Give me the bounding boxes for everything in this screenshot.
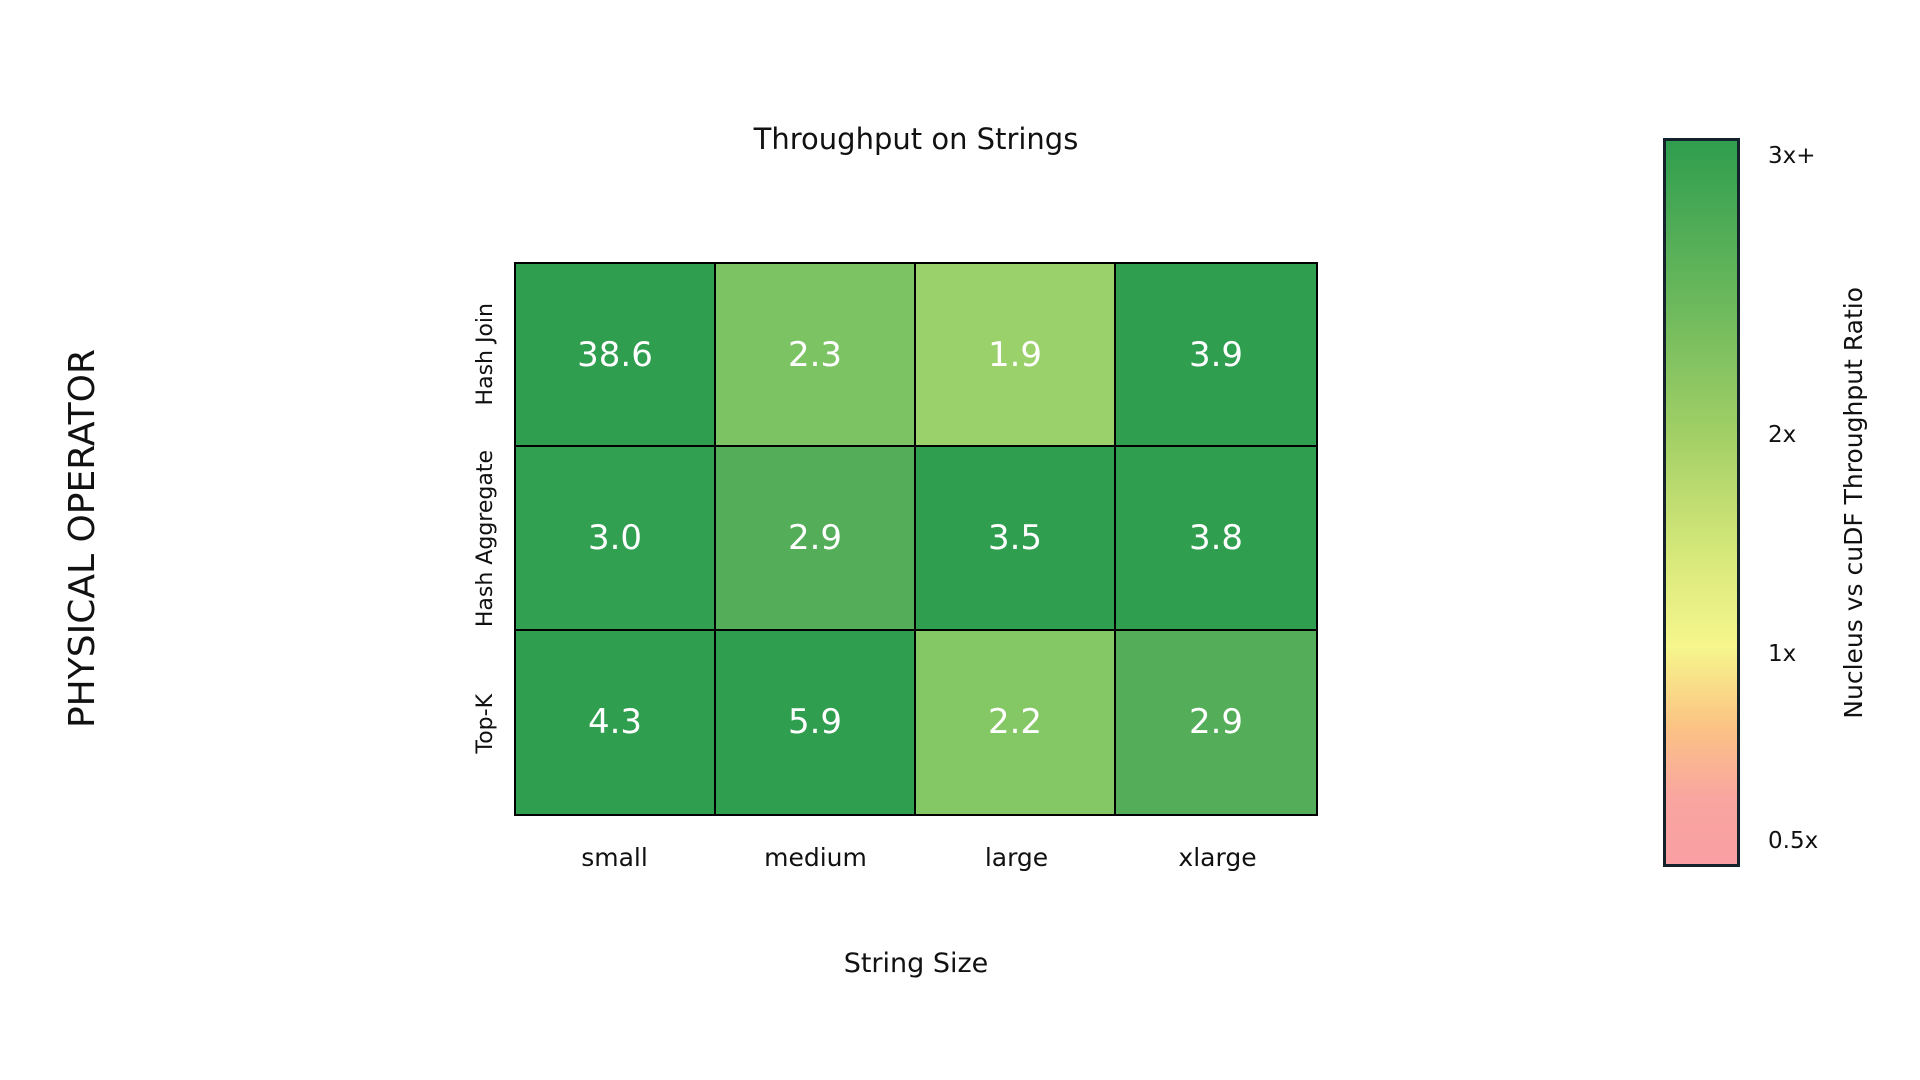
colorbar-title-text: Nucleus vs cuDF Throughput Ratio <box>1838 286 1868 719</box>
y-tick-label: Top-K <box>462 631 508 816</box>
x-tick-label: xlarge <box>1178 843 1257 872</box>
colorbar-tick-label: 3x+ <box>1768 143 1816 170</box>
heatmap-cell: 1.9 <box>916 264 1116 448</box>
heatmap-grid: 38.6 2.3 1.9 3.9 3.0 2.9 3.5 3.8 4.3 5.9 2.2 2.9 <box>514 262 1318 816</box>
colorbar-tick-label: 1x <box>1768 641 1797 668</box>
x-tick-label: large <box>984 843 1049 872</box>
heatmap-cell: 3.9 <box>1116 264 1316 448</box>
x-axis-title: String Size <box>843 948 989 979</box>
heatmap-cell: 2.2 <box>916 630 1116 814</box>
y-tick-label-text: Top-K <box>472 693 498 754</box>
y-tick-label: Hash Aggregate <box>462 447 508 632</box>
heatmap-cell: 2.3 <box>716 264 916 448</box>
heatmap-cell: 3.8 <box>1116 447 1316 631</box>
y-tick-label-text: Hash Join <box>472 303 498 406</box>
y-axis-title-text: PHYSICAL OPERATOR <box>61 349 103 729</box>
x-tick-label: small <box>581 843 648 872</box>
chart-title: Throughput on Strings <box>753 122 1079 156</box>
heatmap-cell: 3.0 <box>516 447 716 631</box>
heatmap-cell: 3.5 <box>916 447 1116 631</box>
heatmap-cell: 4.3 <box>516 630 716 814</box>
y-axis-title: PHYSICAL OPERATOR <box>52 262 112 816</box>
heatmap-cell: 2.9 <box>1116 630 1316 814</box>
heatmap-cell: 38.6 <box>516 264 716 448</box>
colorbar-title: Nucleus vs cuDF Throughput Ratio <box>1828 138 1878 867</box>
colorbar-tick-label: 0.5x <box>1768 828 1819 855</box>
colorbar-tick-label: 2x <box>1768 421 1797 448</box>
heatmap-cell: 2.9 <box>716 447 916 631</box>
heatmap-cell: 5.9 <box>716 630 916 814</box>
y-tick-label: Hash Join <box>462 262 508 447</box>
y-tick-label-text: Hash Aggregate <box>472 450 498 628</box>
colorbar-gradient <box>1663 138 1740 867</box>
x-tick-label: medium <box>764 843 867 872</box>
